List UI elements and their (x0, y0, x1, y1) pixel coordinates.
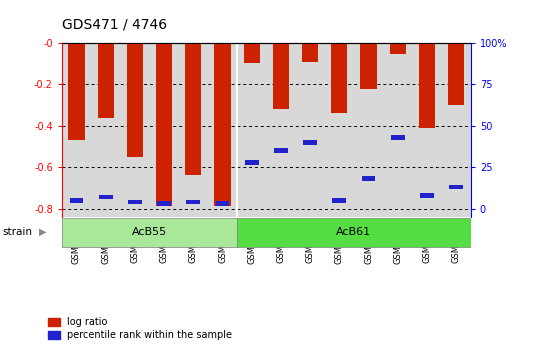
Bar (360, 43, 377, 89)
Bar (390, 43, 406, 55)
Bar (273, 43, 289, 109)
Bar (127, 43, 143, 157)
Text: AcB61: AcB61 (336, 227, 372, 237)
Bar (420, 193, 434, 198)
Bar (331, 43, 348, 114)
Bar (448, 43, 464, 105)
Bar (391, 135, 405, 140)
Bar (99, 195, 112, 199)
Bar (68, 43, 84, 140)
Bar (157, 201, 171, 206)
Bar (62, 218, 237, 247)
Bar (419, 43, 435, 128)
Bar (237, 218, 471, 247)
Bar (449, 185, 463, 189)
Bar (216, 201, 229, 206)
Text: AcB55: AcB55 (132, 227, 167, 237)
Bar (98, 43, 114, 118)
Bar (274, 148, 288, 153)
Bar (244, 43, 260, 63)
Bar (332, 198, 346, 203)
Bar (245, 160, 259, 165)
Text: ▶: ▶ (39, 227, 46, 237)
Text: strain: strain (3, 227, 33, 237)
Bar (156, 43, 172, 206)
Bar (128, 200, 141, 204)
Bar (362, 177, 376, 181)
Bar (302, 43, 318, 62)
Text: GDS471 / 4746: GDS471 / 4746 (62, 17, 167, 31)
Bar (303, 140, 317, 145)
Bar (215, 43, 230, 206)
Bar (69, 198, 83, 203)
Bar (187, 200, 200, 204)
Legend: log ratio, percentile rank within the sample: log ratio, percentile rank within the sa… (48, 317, 232, 340)
Bar (185, 43, 201, 176)
